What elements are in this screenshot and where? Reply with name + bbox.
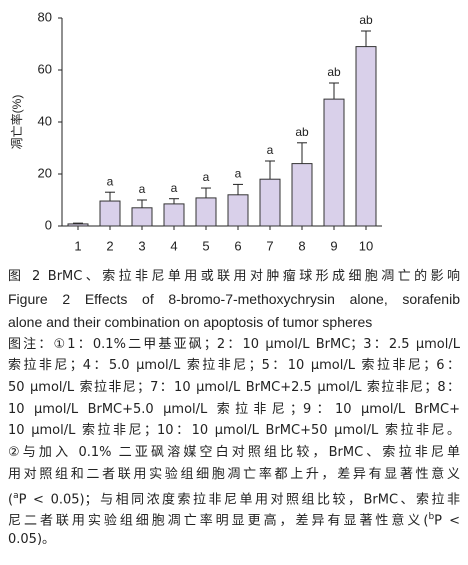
significance-label: ab bbox=[327, 65, 341, 79]
x-tick-label: 5 bbox=[202, 238, 209, 253]
caption-note-line: (aP < 0.05)；与相同浓度索拉非尼单用对照组比较，BrMC、索拉非 bbox=[8, 486, 460, 508]
x-tick-label: 1 bbox=[74, 238, 81, 253]
bar bbox=[195, 197, 217, 227]
caption-title-en: Figure 2 Effects of 8-bromo-7-methoxychr… bbox=[8, 290, 460, 307]
y-tick-label: 60 bbox=[38, 61, 52, 76]
significance-label: a bbox=[171, 181, 178, 195]
x-tick-label: 4 bbox=[170, 238, 177, 253]
bar bbox=[355, 46, 377, 227]
y-tick-label: 80 bbox=[38, 9, 52, 24]
caption: 图 2 BrMC、索拉非尼单用或联用对肿瘤球形成细胞凋亡的影响 Figure 2… bbox=[8, 266, 460, 551]
caption-note-line: 0.05)。 bbox=[8, 529, 460, 551]
bar bbox=[227, 194, 249, 227]
note-text: ( bbox=[8, 491, 14, 507]
y-tick-label: 20 bbox=[38, 165, 52, 180]
significance-label: a bbox=[107, 174, 114, 188]
significance-label: a bbox=[235, 167, 242, 181]
caption-note-line: 50 μmol/L 索拉非尼；7：10 μmol/L BrMC+2.5 μmol… bbox=[8, 377, 460, 399]
significance-label: ab bbox=[359, 13, 373, 27]
bar bbox=[163, 203, 185, 227]
x-tick-label: 8 bbox=[298, 238, 305, 253]
note-text: 0.05)。 bbox=[8, 531, 56, 547]
note-text: P < bbox=[434, 513, 460, 529]
bar bbox=[259, 178, 281, 227]
caption-note-line: 10 μmol/L 索拉非尼；10：10 μmol/L BrMC+50 μmol… bbox=[8, 420, 460, 442]
caption-note-line: 索拉非尼；4：5.0 μmol/L 索拉非尼；5：10 μmol/L 索拉非尼；… bbox=[8, 355, 460, 377]
caption-note-line: ②与加入 0.1% 二亚砜溶媒空白对照组比较，BrMC、索拉非尼单 bbox=[8, 442, 460, 464]
caption-note-line: 用对照组和二者联用实验组细胞凋亡率都上升，差异有显著性意义 bbox=[8, 464, 460, 486]
x-tick-label: 6 bbox=[234, 238, 241, 253]
caption-title-cn: 图 2 BrMC、索拉非尼单用或联用对肿瘤球形成细胞凋亡的影响 bbox=[8, 269, 460, 284]
y-axis-label: 凋亡率(%) bbox=[9, 95, 24, 150]
bar bbox=[131, 207, 153, 227]
caption-notes: 图注：①1：0.1%二甲基亚砜；2：10 μmol/L BrMC；3：2.5 μ… bbox=[8, 334, 460, 551]
superscript: a bbox=[13, 490, 19, 501]
note-text: ②与加入 0.1% 二亚砜溶媒空白对照组比较，BrMC、索拉非尼单 bbox=[8, 445, 460, 461]
note-text: 50 μmol/L 索拉非尼；7：10 μmol/L BrMC+2.5 μmol… bbox=[8, 380, 460, 396]
significance-label: a bbox=[139, 182, 146, 196]
x-tick-label: 9 bbox=[330, 238, 337, 253]
significance-label: a bbox=[203, 170, 210, 184]
bar bbox=[291, 163, 313, 227]
caption-note-line: 10 μmol/L BrMC+5.0 μmol/L 索拉非尼；9：10 μmol… bbox=[8, 399, 460, 421]
bar bbox=[99, 200, 121, 227]
superscript: b bbox=[428, 512, 435, 523]
significance-label: a bbox=[267, 143, 274, 157]
chart: 凋亡率(%) 0 20 40 60 80 1 2 a 3 a 4 a 5 a 6 a 7 a 8 ab 9 ab 10 ab bbox=[9, 9, 382, 253]
note-text: 10 μmol/L 索拉非尼；10：10 μmol/L BrMC+50 μmol… bbox=[8, 423, 460, 439]
x-tick-label: 7 bbox=[266, 238, 273, 253]
note-text: 10 μmol/L BrMC+5.0 μmol/L 索拉非尼；9：10 μmol… bbox=[8, 401, 460, 417]
note-text: 图注：①1：0.1%二甲基亚砜；2：10 μmol/L BrMC；3：2.5 μ… bbox=[8, 336, 460, 352]
x-tick-label: 2 bbox=[106, 238, 113, 253]
bar bbox=[67, 223, 89, 227]
note-text: 用对照组和二者联用实验组细胞凋亡率都上升，差异有显著性意义 bbox=[8, 466, 460, 482]
caption-title-en: alone and their combination on apoptosis… bbox=[8, 313, 373, 330]
caption-note-line: 尼二者联用实验组细胞凋亡率明显更高，差异有显著性意义(bP < bbox=[8, 507, 460, 529]
y-tick-label: 40 bbox=[38, 113, 52, 128]
note-text: 尼二者联用实验组细胞凋亡率明显更高，差异有显著性意义( bbox=[8, 513, 429, 529]
y-tick-label: 0 bbox=[45, 217, 52, 232]
x-tick-label: 3 bbox=[138, 238, 145, 253]
caption-note-line: 图注：①1：0.1%二甲基亚砜；2：10 μmol/L BrMC；3：2.5 μ… bbox=[8, 334, 460, 356]
bar bbox=[323, 98, 345, 227]
x-tick-label: 10 bbox=[359, 238, 373, 253]
note-text: P < 0.05)；与相同浓度索拉非尼单用对照组比较，BrMC、索拉非 bbox=[18, 491, 460, 507]
note-text: 索拉非尼；4：5.0 μmol/L 索拉非尼；5：10 μmol/L 索拉非尼；… bbox=[8, 358, 460, 374]
significance-label: ab bbox=[295, 125, 309, 139]
